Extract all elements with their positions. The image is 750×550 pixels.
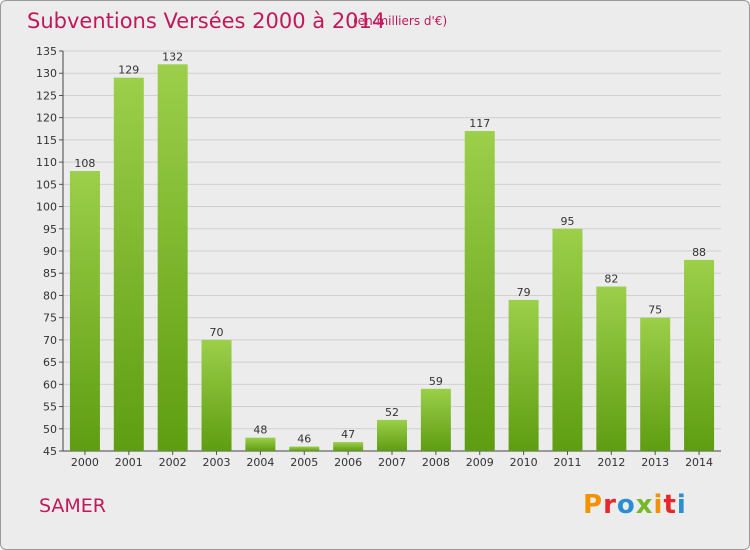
- chart-unit-note: (en milliers d'€): [353, 14, 448, 28]
- bar: [69, 171, 100, 451]
- y-tick-label: 120: [36, 112, 57, 125]
- bar: [640, 317, 671, 451]
- bar-value-label: 52: [385, 406, 399, 419]
- x-tick-label: 2002: [159, 456, 187, 469]
- bar: [113, 77, 144, 452]
- x-tick-label: 2005: [290, 456, 318, 469]
- y-tick-label: 130: [36, 67, 57, 80]
- y-tick-label: 110: [36, 156, 57, 169]
- y-tick-label: 115: [36, 134, 57, 147]
- x-tick-label: 2001: [115, 456, 143, 469]
- y-tick-label: 95: [43, 223, 57, 236]
- logo-letter: i: [676, 490, 687, 520]
- x-tick-label: 2004: [246, 456, 274, 469]
- y-tick-label: 85: [43, 267, 57, 280]
- y-tick-label: 70: [43, 334, 57, 347]
- logo-letter: r: [603, 490, 617, 520]
- bar-value-label: 75: [648, 304, 662, 317]
- bar-value-label: 88: [692, 246, 706, 259]
- bar-value-label: 117: [469, 117, 490, 130]
- bar: [245, 437, 276, 451]
- x-tick-label: 2010: [510, 456, 538, 469]
- bar-value-label: 48: [253, 424, 267, 437]
- x-tick-label: 2014: [685, 456, 713, 469]
- y-tick-label: 55: [43, 401, 57, 414]
- x-tick-label: 2007: [378, 456, 406, 469]
- y-tick-label: 105: [36, 178, 57, 191]
- bar: [420, 388, 451, 451]
- proxiti-logo: Proxiti: [583, 490, 687, 520]
- y-tick-label: 65: [43, 356, 57, 369]
- x-tick-label: 2000: [71, 456, 99, 469]
- x-tick-label: 2006: [334, 456, 362, 469]
- bar-value-label: 132: [162, 50, 183, 63]
- bar: [464, 131, 495, 451]
- x-tick-label: 2003: [203, 456, 231, 469]
- bar: [201, 339, 232, 451]
- bar-value-label: 108: [74, 157, 95, 170]
- x-tick-label: 2008: [422, 456, 450, 469]
- chart-title: Subventions Versées 2000 à 2014: [27, 9, 386, 33]
- bar: [552, 228, 583, 451]
- commune-name: SAMER: [39, 495, 107, 517]
- bar-value-label: 47: [341, 428, 355, 441]
- x-tick-label: 2013: [641, 456, 669, 469]
- y-tick-label: 50: [43, 423, 57, 436]
- bar: [157, 64, 188, 452]
- bar-value-label: 46: [297, 433, 311, 446]
- y-tick-label: 135: [36, 45, 57, 58]
- y-tick-label: 90: [43, 245, 57, 258]
- y-tick-label: 100: [36, 201, 57, 214]
- bar: [596, 286, 627, 451]
- bar-value-label: 82: [604, 273, 618, 286]
- logo-letter: o: [616, 490, 636, 520]
- y-tick-label: 45: [43, 445, 57, 458]
- bar: [289, 446, 320, 451]
- x-tick-label: 2012: [597, 456, 625, 469]
- bar-value-label: 95: [560, 215, 574, 228]
- bar-value-label: 79: [517, 286, 531, 299]
- bar-value-label: 129: [118, 64, 139, 77]
- y-tick-label: 75: [43, 312, 57, 325]
- bar-value-label: 59: [429, 375, 443, 388]
- bar-value-label: 70: [210, 326, 224, 339]
- y-tick-label: 60: [43, 378, 57, 391]
- bar: [508, 299, 539, 451]
- y-tick-label: 80: [43, 289, 57, 302]
- x-tick-label: 2011: [553, 456, 581, 469]
- x-tick-label: 2009: [466, 456, 494, 469]
- logo-letter: x: [635, 490, 654, 520]
- logo-letter: P: [583, 490, 604, 520]
- logo-letter: t: [663, 490, 677, 520]
- bar: [377, 419, 407, 451]
- bar: [684, 259, 715, 451]
- y-tick-label: 125: [36, 89, 57, 102]
- logo-letter: i: [653, 490, 664, 520]
- bar: [333, 442, 364, 451]
